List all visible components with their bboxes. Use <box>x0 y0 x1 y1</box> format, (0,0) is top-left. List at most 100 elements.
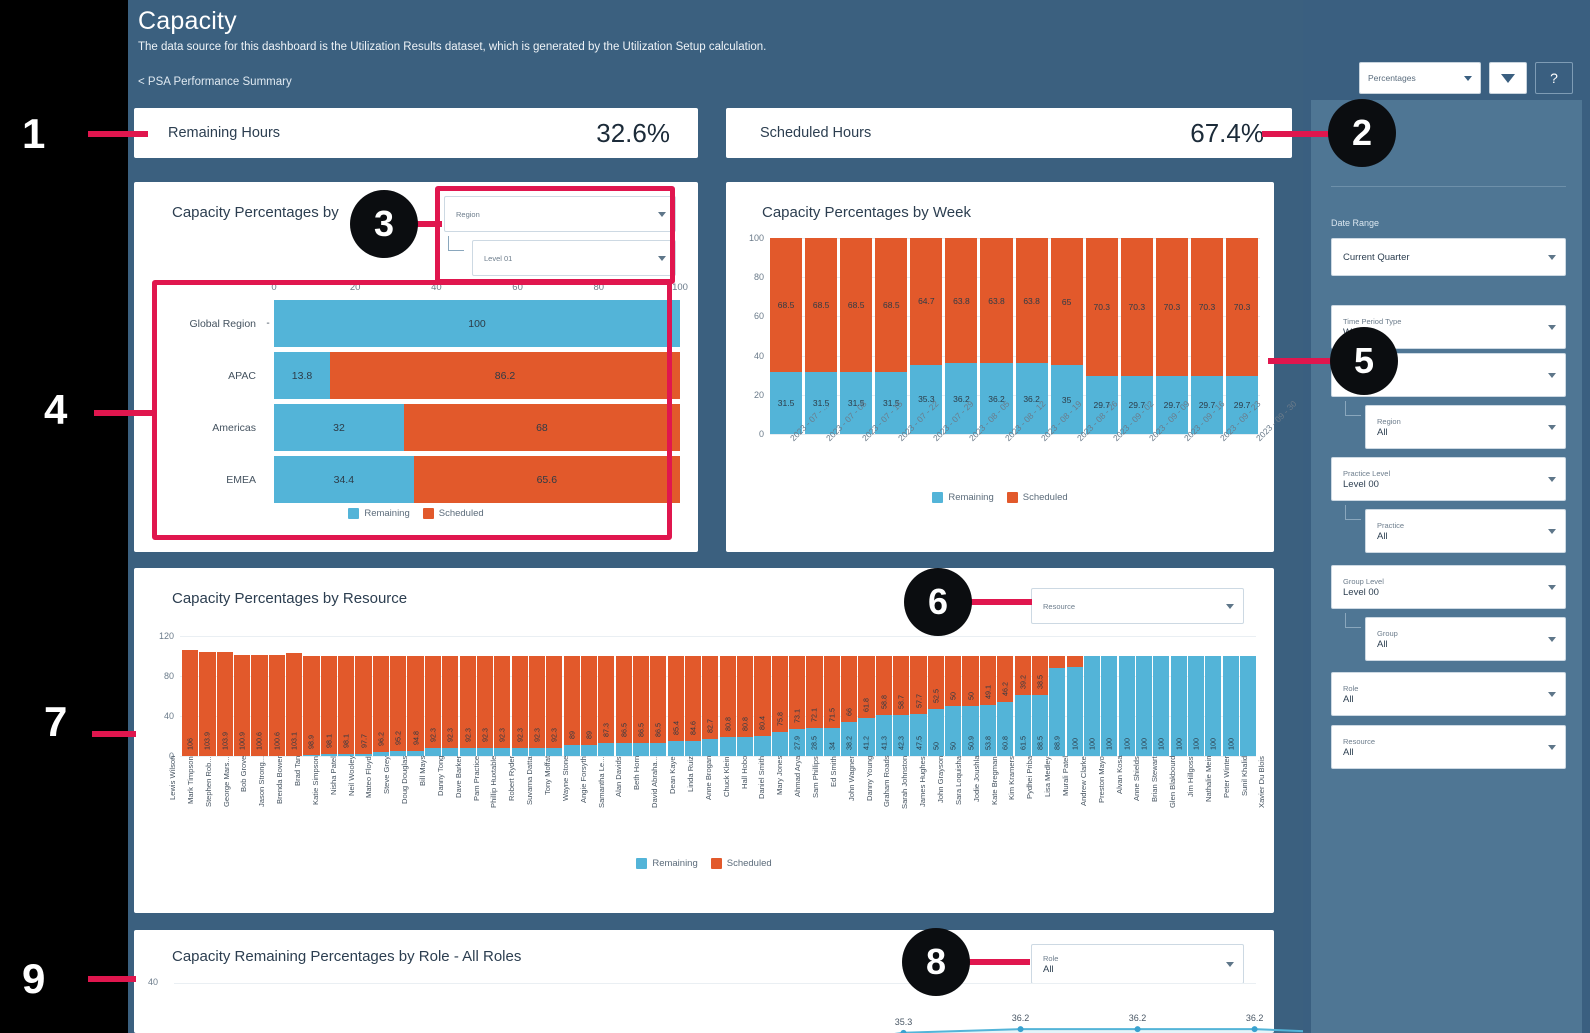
filter-resource[interactable]: Resource All <box>1331 725 1566 769</box>
resource-bar[interactable]: 58.8 41.3 <box>875 636 892 756</box>
resource-bar[interactable]: 92.3 <box>546 636 563 756</box>
resource-bar[interactable]: 80.8 <box>737 636 754 756</box>
resource-bar[interactable]: 87.3 <box>598 636 615 756</box>
resource-bar[interactable]: 57.7 47.5 <box>910 636 927 756</box>
week-bar[interactable]: 68.5 31.5 <box>840 238 873 434</box>
region-bar-row[interactable]: Global Region -100 <box>144 300 680 347</box>
resource-bar[interactable]: 71.5 34 <box>823 636 840 756</box>
region-level-select[interactable]: Level 01 <box>472 240 676 276</box>
week-bar[interactable]: 70.3 29.7 <box>1120 238 1153 434</box>
resource-bar[interactable]: 100 <box>1066 636 1083 756</box>
resource-bar[interactable]: 103.9 <box>216 636 233 756</box>
resource-bar[interactable]: 86.5 <box>615 636 632 756</box>
resource-bar[interactable]: 100 <box>1083 636 1101 756</box>
resource-bar[interactable]: 80.4 <box>754 636 771 756</box>
resource-select[interactable]: Resource <box>1031 588 1244 624</box>
filter-practice[interactable]: Practice All <box>1365 509 1566 553</box>
week-bar[interactable]: 68.5 31.5 <box>805 238 838 434</box>
week-bar[interactable]: 70.3 29.7 <box>1226 238 1259 434</box>
resource-bar[interactable]: 92.3 <box>459 636 476 756</box>
resource-bar[interactable]: 100.6 <box>268 636 285 756</box>
resource-bar[interactable]: 100.6 <box>251 636 268 756</box>
resource-bar[interactable]: 92.3 <box>528 636 546 756</box>
resource-bar[interactable]: 72.1 28.5 <box>806 636 823 756</box>
resource-bar[interactable]: 49.1 53.8 <box>979 636 996 756</box>
resource-bar[interactable]: 61.8 41.2 <box>858 636 875 756</box>
resource-bar[interactable]: 50 50 <box>945 636 962 756</box>
week-bar[interactable]: 64.7 35.3 <box>910 238 943 434</box>
week-bar[interactable]: 68.5 31.5 <box>770 238 803 434</box>
region-bar-row[interactable]: Americas 32 68 <box>144 404 680 451</box>
resource-bar[interactable]: 100 <box>1135 636 1153 756</box>
resource-bar[interactable] <box>1239 636 1257 756</box>
filter-role[interactable]: Role All <box>1331 672 1566 716</box>
resource-bar[interactable]: 88.9 <box>1049 636 1066 756</box>
resource-bar[interactable]: 52.5 50 <box>927 636 944 756</box>
week-bar[interactable]: 70.3 29.7 <box>1155 238 1188 434</box>
resource-bar[interactable]: 46.2 60.8 <box>997 636 1014 756</box>
resource-bar[interactable]: 100 <box>1222 636 1239 756</box>
resource-bar[interactable]: 80.8 <box>719 636 736 756</box>
resource-bar[interactable]: 94.8 <box>407 636 424 756</box>
resource-bar[interactable]: 100.9 <box>234 636 251 756</box>
resource-bar[interactable]: 82.7 <box>702 636 719 756</box>
resource-bar[interactable]: 106 <box>182 636 199 756</box>
resource-bar[interactable]: 100 <box>1101 636 1118 756</box>
resource-bar[interactable]: 86.5 <box>632 636 650 756</box>
resource-bar[interactable]: 96.2 <box>372 636 389 756</box>
filter-group[interactable]: Group All <box>1365 617 1566 661</box>
resource-bar[interactable]: 84.6 <box>684 636 702 756</box>
resource-bar[interactable]: 85.4 <box>667 636 684 756</box>
resource-bar[interactable]: 100 <box>1153 636 1170 756</box>
resource-bar[interactable]: 38.5 88.5 <box>1031 636 1048 756</box>
week-bar[interactable]: 70.3 29.7 <box>1085 238 1118 434</box>
kpi-remaining-hours[interactable]: Remaining Hours 32.6% <box>134 108 698 158</box>
resource-bar[interactable]: 100 <box>1170 636 1187 756</box>
resource-bar[interactable]: 92.3 <box>494 636 511 756</box>
resource-bar[interactable]: 98.9 <box>303 636 320 756</box>
resource-bar[interactable]: 100 <box>1187 636 1205 756</box>
week-bar[interactable]: 63.8 36.2 <box>980 238 1013 434</box>
resource-bar[interactable]: 58.7 42.3 <box>893 636 910 756</box>
region-bar-row[interactable]: APAC 13.8 86.2 <box>144 352 680 399</box>
filter-group-level[interactable]: Group Level Level 00 <box>1331 565 1566 609</box>
view-mode-select[interactable]: Percentages <box>1359 62 1481 94</box>
resource-bar[interactable]: 89 <box>563 636 580 756</box>
resource-bar[interactable]: 92.3 <box>476 636 493 756</box>
kpi-scheduled-hours[interactable]: Scheduled Hours 67.4% <box>726 108 1292 158</box>
resource-bar[interactable]: 97.7 <box>355 636 372 756</box>
week-bar[interactable]: 63.8 36.2 <box>945 238 978 434</box>
resource-bar[interactable]: 103.1 <box>286 636 303 756</box>
filter-region[interactable]: Region All <box>1365 405 1566 449</box>
resource-bar[interactable]: 98.1 <box>338 636 355 756</box>
resource-bar[interactable]: 100 <box>1205 636 1222 756</box>
week-bar[interactable]: 70.3 29.7 <box>1190 238 1224 434</box>
region-dimension-select[interactable]: Region <box>444 196 676 232</box>
week-bar[interactable]: 65 35 <box>1050 238 1083 434</box>
resource-gridline <box>180 756 1256 757</box>
resource-bar[interactable]: 50 50.9 <box>962 636 979 756</box>
resource-bar[interactable]: 92.3 <box>442 636 459 756</box>
resource-bar[interactable]: 95.2 <box>390 636 407 756</box>
filter-date-range[interactable]: Current Quarter <box>1331 238 1566 276</box>
resource-bar[interactable]: 89 <box>580 636 598 756</box>
week-bar[interactable]: 68.5 31.5 <box>875 238 908 434</box>
resource-bar[interactable]: 92.3 <box>424 636 441 756</box>
filter-practice-level[interactable]: Practice Level Level 00 <box>1331 457 1566 501</box>
region-bar-row[interactable]: EMEA 34.4 65.6 <box>144 456 680 503</box>
resource-bar[interactable]: 100 <box>1118 636 1135 756</box>
week-bar[interactable]: 63.8 36.2 <box>1015 238 1048 434</box>
resource-bar[interactable]: 73.1 27.9 <box>789 636 806 756</box>
resource-bar[interactable]: 39.2 61.5 <box>1014 636 1031 756</box>
resource-bar[interactable]: 92.3 <box>511 636 528 756</box>
resource-bar-scheduled: 98.9 <box>303 656 320 755</box>
breadcrumb[interactable]: < PSA Performance Summary <box>138 76 292 88</box>
help-button[interactable]: ? <box>1535 62 1573 94</box>
resource-bar[interactable]: 66 38.2 <box>841 636 858 756</box>
resource-bar[interactable]: 103.9 <box>199 636 216 756</box>
resource-bar[interactable]: 75.8 <box>771 636 788 756</box>
resource-bar[interactable]: 86.5 <box>650 636 667 756</box>
resource-bar[interactable]: 98.1 <box>320 636 337 756</box>
resource-bar-value: 94.8 <box>411 730 421 745</box>
filter-button[interactable] <box>1489 62 1527 94</box>
